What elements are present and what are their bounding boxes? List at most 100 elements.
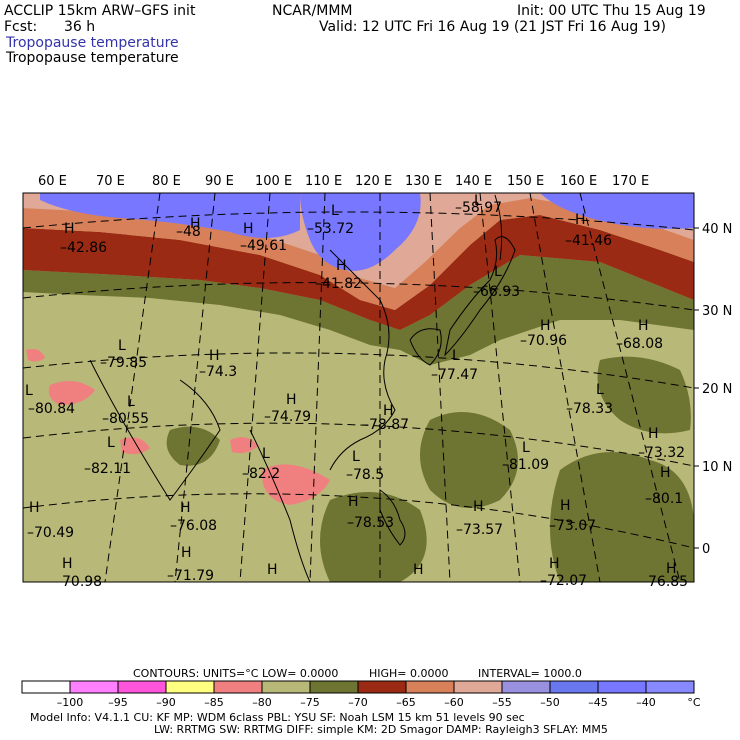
color-bar: –100 –95 –90 –85 –80 –75 –70 –65 –60 –55 –50 –45 –40…: [21, 680, 701, 709]
colorbar-label: –40: [636, 696, 656, 709]
fill-orange-band: [23, 198, 694, 310]
low-marker: L: [118, 338, 126, 354]
colorbar-swatch: [405, 680, 455, 694]
extremum-value: –70.98: [55, 574, 102, 590]
high-marker: H: [660, 465, 671, 481]
graticule-lat-0: [23, 493, 694, 549]
colorbar-swatch: [165, 680, 215, 694]
graticule-lon-140: [479, 193, 521, 582]
fill-olive-patch: [550, 452, 694, 582]
high-marker: H: [190, 216, 201, 232]
extremum-value: –70.49: [27, 525, 74, 541]
high-marker: H: [348, 494, 359, 510]
extremum-value: –74.3: [199, 364, 237, 380]
model-info-line1: Model Info: V4.1.1 CU: KF MP: WDM 6class…: [30, 711, 525, 724]
extremum-value: –42.86: [60, 240, 107, 256]
lat-label: 30 N: [702, 304, 732, 319]
low-marker: L: [262, 446, 270, 462]
coastline-india: [89, 359, 221, 501]
lon-label: 60 E: [38, 174, 67, 189]
extremum-value: –80.84: [28, 401, 75, 417]
low-marker: L: [107, 435, 115, 451]
colorbar-label: –80: [252, 696, 272, 709]
field-name-colorfill: Tropopause temperature: [6, 35, 179, 51]
lon-label: 120 E: [355, 174, 392, 189]
extremum-value: –81.09: [502, 457, 549, 473]
lon-label: 150 E: [507, 174, 544, 189]
colorbar-swatch: [309, 680, 359, 694]
extremum-value: –73.07: [549, 518, 596, 534]
high-marker: H: [473, 499, 484, 515]
colorbar-swatch: [501, 680, 551, 694]
coastline-seasia: [249, 429, 311, 582]
colorbar-swatch: [21, 680, 71, 694]
extremum-value: –80.1: [645, 491, 683, 507]
extremum-value: –58.97: [455, 200, 502, 216]
colorbar-swatch: [645, 680, 695, 694]
high-marker: H: [575, 212, 586, 228]
low-marker: L: [596, 382, 604, 398]
extremum-value: –71.79: [167, 568, 214, 584]
low-marker: L: [494, 264, 502, 280]
lat-label: 40 N: [702, 222, 732, 237]
colorbar-label: –75: [300, 696, 320, 709]
low-marker: L: [352, 449, 360, 465]
high-marker: H: [648, 426, 659, 442]
fill-cold-patch: [120, 437, 150, 455]
fill-olive-patch: [320, 492, 427, 582]
extremum-value: –76.08: [170, 518, 217, 534]
extremum-value: –41.82: [315, 276, 362, 292]
coastline-japan: [444, 236, 516, 357]
fill-darkred-band: [23, 215, 694, 330]
extremum-value: –78.53: [347, 515, 394, 531]
high-marker: H: [413, 562, 424, 578]
low-marker: L: [127, 394, 135, 410]
colorbar-label: –60: [444, 696, 464, 709]
valid-time: Valid: 12 UTC Fri 16 Aug 19 (21 JST Fri …: [319, 19, 667, 35]
extremum-value: –41.46: [565, 233, 612, 249]
contour-high: HIGH= 0.0000: [369, 667, 449, 680]
graticule-lat-10: [23, 422, 694, 467]
high-marker: H: [560, 498, 571, 514]
fill-olive-patch: [166, 426, 220, 466]
extremum-value: –80.55: [102, 411, 149, 427]
extremum-value: –76.85: [641, 574, 688, 590]
fill-blue-region-west: [40, 193, 300, 239]
high-marker: H: [64, 221, 75, 237]
high-marker: H: [62, 556, 73, 572]
colorbar-swatch: [549, 680, 599, 694]
field-name-contour: Tropopause temperature: [6, 50, 179, 66]
lat-label: 0: [702, 542, 710, 557]
colorbar-label: –85: [204, 696, 224, 709]
coastline-china: [329, 249, 396, 471]
lon-label: 160 E: [560, 174, 597, 189]
extremum-value: –79.85: [100, 355, 147, 371]
high-marker: H: [180, 500, 191, 516]
graticule-lon-150: [529, 193, 601, 582]
colorbar-label: –45: [588, 696, 608, 709]
extremum-value: –70.96: [520, 333, 567, 349]
graticule-lon-80: [104, 193, 161, 582]
high-marker: H: [29, 500, 40, 516]
lon-label: 100 E: [255, 174, 292, 189]
colorbar-swatch: [117, 680, 167, 694]
center-label: NCAR/MMM: [272, 3, 353, 19]
high-marker: H: [666, 561, 677, 577]
low-marker: L: [331, 203, 339, 219]
colorbar-label: –100: [57, 696, 84, 709]
model-title: ACCLIP 15km ARW–GFS init: [4, 3, 196, 19]
extremum-value: –77.47: [431, 367, 478, 383]
colorbar-label: –70: [348, 696, 368, 709]
graticule-lat-20: [23, 352, 694, 389]
graticule-lat-40: [23, 211, 694, 231]
fill-cold-patch: [26, 349, 45, 362]
colorbar-label: –95: [108, 696, 128, 709]
colorbar-swatch: [357, 680, 407, 694]
lon-label: 140 E: [455, 174, 492, 189]
colorbar-unit: °C: [687, 696, 701, 709]
coastline-philippines: [379, 489, 406, 546]
extremum-value: –78.5: [346, 467, 384, 483]
low-marker: L: [474, 193, 482, 209]
colorbar-swatch: [261, 680, 311, 694]
